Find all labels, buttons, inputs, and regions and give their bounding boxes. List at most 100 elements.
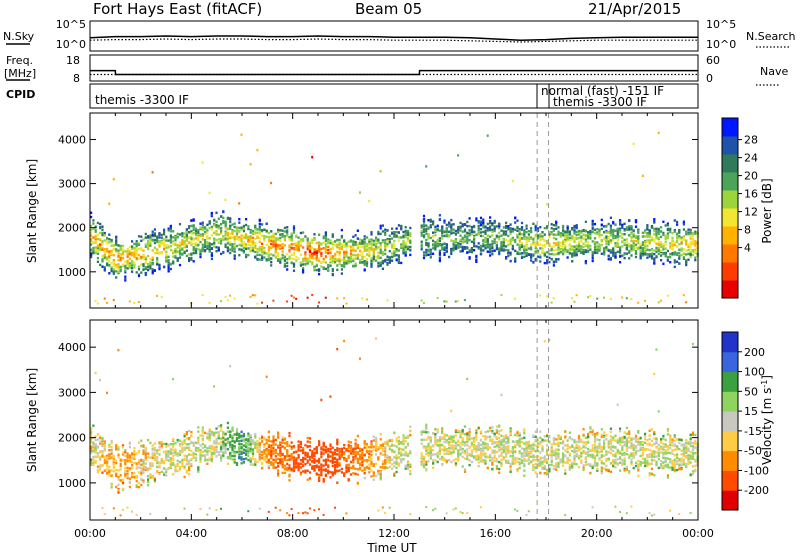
data-cell [121, 508, 124, 511]
data-cell [176, 440, 179, 443]
data-cell [682, 257, 685, 260]
data-cell [90, 238, 93, 242]
data-cell [103, 254, 106, 257]
data-cell [425, 224, 428, 227]
data-cell [147, 243, 150, 247]
data-cell [206, 229, 209, 233]
data-cell [356, 254, 359, 258]
data-cell [174, 239, 177, 242]
data-cell [292, 296, 295, 299]
data-cell [484, 244, 487, 247]
data-cell [213, 452, 216, 455]
data-cell [135, 251, 138, 254]
data-cell [614, 255, 617, 258]
data-cell [265, 454, 268, 457]
data-cell [432, 247, 435, 250]
data-cell [151, 464, 154, 468]
data-cell [183, 240, 186, 243]
data-cell [281, 453, 284, 456]
data-cell [641, 252, 644, 255]
data-cell [233, 247, 236, 250]
data-cell [151, 233, 154, 236]
data-cell [286, 234, 289, 237]
data-cell [655, 236, 658, 239]
data-cell [384, 231, 387, 234]
data-cell [242, 251, 245, 254]
data-cell [121, 478, 125, 481]
data-cell [222, 434, 225, 437]
data-cell [235, 438, 239, 441]
data-cell [331, 255, 334, 258]
data-cell [555, 220, 558, 223]
data-cell [137, 266, 141, 269]
data-cell [210, 455, 213, 458]
data-cell [101, 225, 104, 228]
data-cell [272, 462, 275, 465]
data-cell [270, 461, 273, 464]
data-cell [343, 250, 346, 254]
data-cell [591, 257, 594, 260]
data-cell [470, 240, 473, 243]
data-cell [587, 237, 590, 240]
data-cell [320, 265, 323, 268]
data-cell [660, 243, 663, 246]
data-cell [103, 269, 106, 272]
data-cell [422, 230, 426, 233]
data-cell [137, 459, 141, 462]
data-cell [493, 219, 496, 223]
data-cell [231, 429, 234, 432]
data-cell [163, 233, 166, 236]
data-cell [308, 245, 312, 248]
data-cell [500, 234, 503, 237]
data-cell [108, 250, 111, 253]
data-cell [450, 232, 453, 235]
data-cell [201, 446, 204, 450]
data-cell [514, 221, 517, 224]
data-cell [183, 251, 186, 254]
data-cell [400, 261, 403, 265]
data-cell [112, 264, 115, 267]
data-cell [584, 230, 587, 233]
data-cell [110, 269, 113, 273]
data-cell [657, 131, 660, 135]
data-cell [286, 458, 289, 462]
data-cell [258, 231, 261, 234]
data-cell [491, 244, 494, 247]
data-cell [217, 450, 220, 454]
data-cell [283, 467, 286, 470]
data-cell [577, 236, 581, 240]
data-cell [99, 466, 102, 469]
data-cell [258, 246, 261, 249]
data-cell [609, 231, 612, 234]
data-cell [479, 228, 483, 231]
data-cell [233, 225, 236, 229]
data-cell [406, 245, 410, 249]
data-cell [518, 252, 521, 255]
data-cell [329, 242, 332, 245]
data-cell [682, 252, 685, 255]
data-cell [680, 241, 683, 244]
data-cell [140, 257, 143, 260]
data-cell [443, 219, 446, 222]
data-cell [251, 241, 255, 244]
data-cell [352, 241, 355, 244]
data-cell [147, 268, 150, 272]
data-cell [290, 458, 293, 461]
data-cell [238, 218, 241, 221]
data-cell [365, 258, 369, 261]
y-tick-label: 3000 [58, 178, 86, 191]
data-cell [527, 230, 530, 233]
data-cell [511, 245, 514, 248]
data-cell [272, 435, 275, 438]
data-cell [96, 438, 99, 441]
data-cell [151, 268, 154, 271]
data-cell [242, 244, 245, 248]
data-cell [288, 248, 291, 252]
data-cell [201, 221, 204, 224]
nsearch-line [89, 38, 698, 43]
data-cell [144, 236, 147, 239]
data-cell [507, 228, 510, 231]
data-cell [144, 260, 147, 263]
data-cell [573, 300, 576, 303]
data-cell [514, 238, 517, 242]
